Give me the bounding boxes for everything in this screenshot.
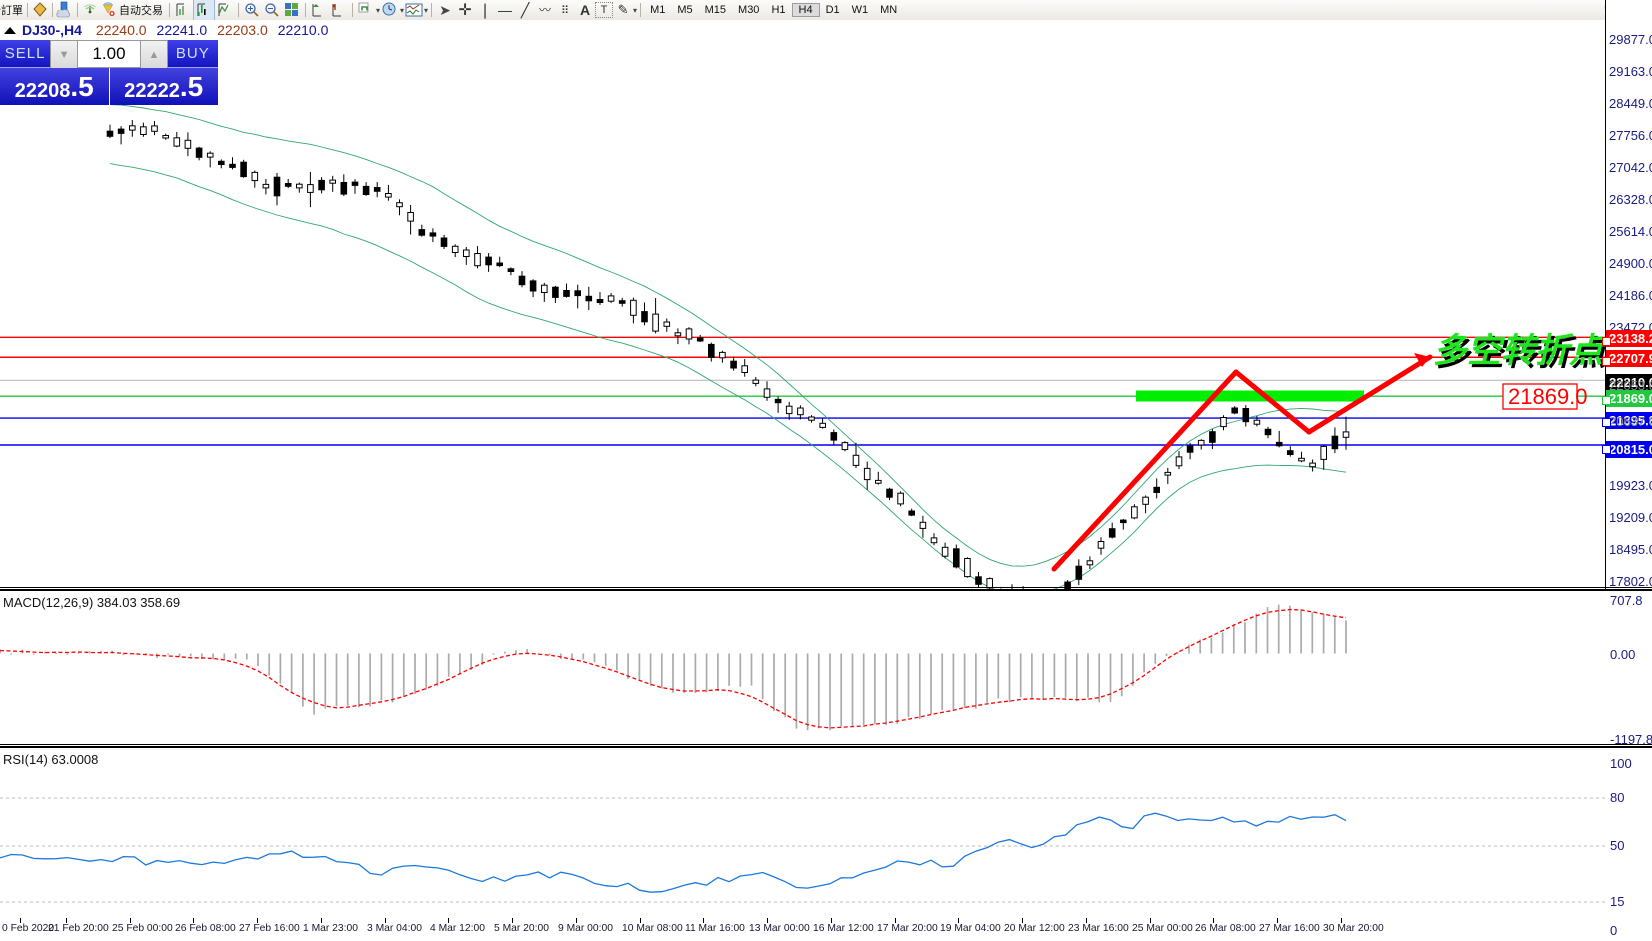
svg-text:21869.0: 21869.0 bbox=[1508, 384, 1588, 409]
svg-text:多空转折点: 多空转折点 bbox=[1433, 332, 1607, 370]
